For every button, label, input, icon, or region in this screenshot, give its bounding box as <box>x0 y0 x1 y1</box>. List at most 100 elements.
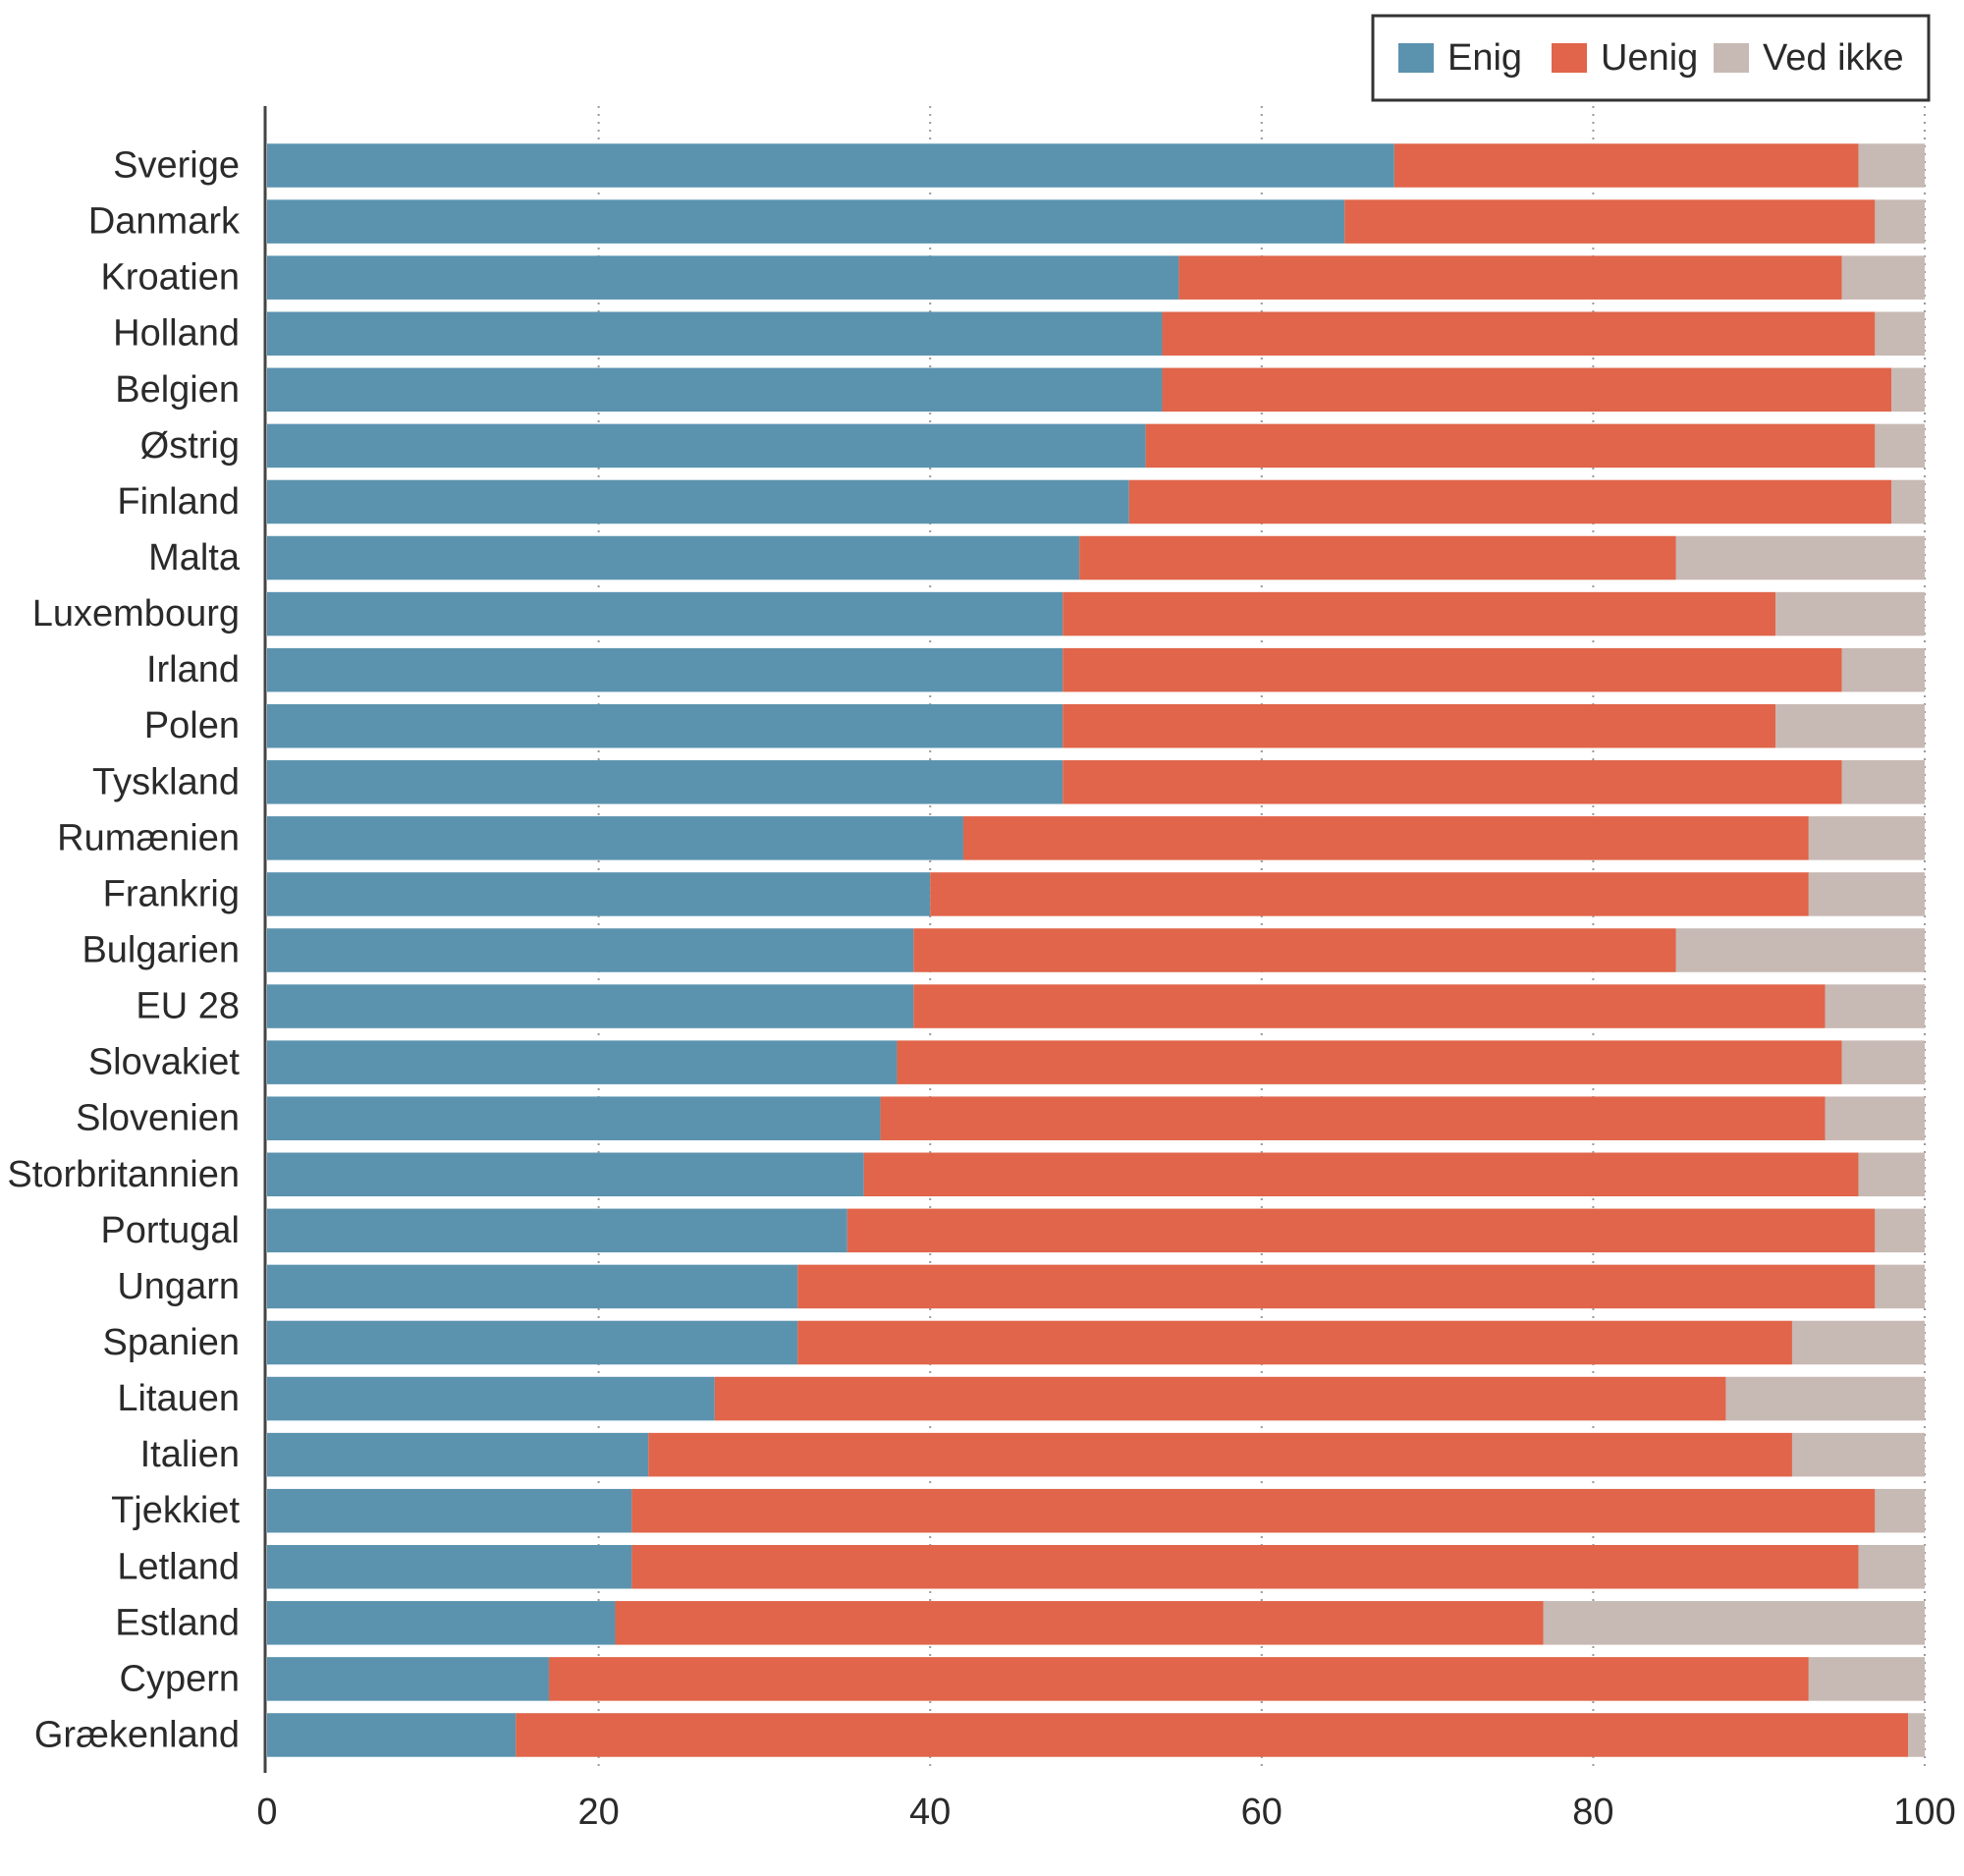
bar-rumænien-uenig <box>962 816 1809 860</box>
bar-cypern-uenig <box>548 1657 1809 1701</box>
category-labels: Sverige Danmark Kroatien Holland Belgien Østr… <box>7 145 241 1756</box>
category-label-spanien: Spanien <box>103 1322 240 1363</box>
bar-sverige-ved-ikke <box>1858 143 1925 188</box>
category-label-polen: Polen <box>144 705 240 746</box>
category-label-italien: Italien <box>140 1434 240 1475</box>
bar-slovakiet-ved-ikke <box>1841 1040 1925 1084</box>
bar-spanien-ved-ikke <box>1791 1320 1925 1365</box>
bar-polen-uenig <box>1063 703 1776 748</box>
bar-frankrig-enig <box>267 872 931 916</box>
category-label-slovakiet: Slovakiet <box>88 1042 241 1083</box>
bar-italien-uenig <box>648 1432 1792 1477</box>
category-label-finland: Finland <box>117 481 240 523</box>
bar-luxembourg-enig <box>267 591 1064 636</box>
category-label-portugal: Portugal <box>100 1210 240 1251</box>
category-label-bulgarien: Bulgarien <box>82 930 240 971</box>
category-label-eu-28: EU 28 <box>136 986 240 1027</box>
bar-danmark-ved-ikke <box>1875 199 1925 244</box>
bar-italien-enig <box>267 1432 649 1477</box>
bar-slovakiet-enig <box>267 1040 898 1084</box>
category-label-cypern: Cypern <box>120 1658 241 1699</box>
bar-finland-ved-ikke <box>1891 479 1925 524</box>
bar-slovenien-uenig <box>880 1096 1826 1140</box>
category-label-letland: Letland <box>117 1546 240 1587</box>
x-tick-label-0: 0 <box>256 1792 277 1833</box>
bar-holland-enig <box>267 311 1163 356</box>
bar-grækenland-enig <box>267 1713 517 1757</box>
bar-malta-ved-ikke <box>1675 535 1925 580</box>
bar-polen-ved-ikke <box>1775 703 1925 748</box>
bar-kroatien-uenig <box>1178 255 1842 300</box>
bar-estland-uenig <box>615 1601 1544 1645</box>
bar-sverige-enig <box>267 143 1394 188</box>
category-label-estland: Estland <box>115 1602 240 1643</box>
bar-østrig-enig <box>267 423 1146 469</box>
category-label-tjekkiet: Tjekkiet <box>111 1490 240 1531</box>
x-tick-label-100: 100 <box>1893 1792 1955 1833</box>
bar-tjekkiet-ved-ikke <box>1875 1488 1925 1533</box>
category-label-frankrig: Frankrig <box>103 873 240 914</box>
bar-storbritannien-ved-ikke <box>1858 1152 1925 1197</box>
bar-polen-enig <box>267 703 1064 748</box>
legend-swatch-enig <box>1398 43 1434 73</box>
bar-belgien-uenig <box>1162 367 1892 413</box>
bar-tyskland-ved-ikke <box>1841 760 1925 804</box>
bar-tjekkiet-uenig <box>631 1488 1876 1533</box>
bar-cypern-ved-ikke <box>1808 1657 1925 1701</box>
bar-spanien-enig <box>267 1320 798 1365</box>
bar-letland-uenig <box>631 1545 1859 1589</box>
x-tick-labels: 0 20 40 60 80 100 <box>256 1792 1955 1833</box>
category-label-belgien: Belgien <box>115 369 240 411</box>
category-label-luxembourg: Luxembourg <box>32 593 240 635</box>
bar-storbritannien-enig <box>267 1152 864 1197</box>
bar-litauen-uenig <box>714 1376 1726 1421</box>
legend-swatch-ved-ikke <box>1714 43 1749 73</box>
bar-grækenland-ved-ikke <box>1908 1713 1925 1757</box>
bar-holland-uenig <box>1162 311 1876 356</box>
bar-estland-enig <box>267 1601 616 1645</box>
bar-portugal-uenig <box>846 1208 1876 1253</box>
bar-kroatien-enig <box>267 255 1179 300</box>
bar-holland-ved-ikke <box>1875 311 1925 356</box>
x-tick-label-60: 60 <box>1241 1792 1282 1833</box>
bar-slovenien-enig <box>267 1096 881 1140</box>
bar-eu-28-uenig <box>913 984 1826 1028</box>
bar-portugal-enig <box>267 1208 847 1253</box>
bar-cypern-enig <box>267 1657 549 1701</box>
bar-sverige-uenig <box>1393 143 1859 188</box>
bar-luxembourg-ved-ikke <box>1775 591 1925 636</box>
bar-frankrig-uenig <box>930 872 1809 916</box>
category-label-holland: Holland <box>113 313 240 355</box>
legend-box <box>1371 14 1931 102</box>
bar-ungarn-ved-ikke <box>1875 1264 1925 1309</box>
bar-rumænien-ved-ikke <box>1808 816 1925 860</box>
legend-swatch-uenig <box>1552 43 1587 73</box>
bar-letland-ved-ikke <box>1858 1545 1925 1589</box>
category-label-tyskland: Tyskland <box>92 761 240 802</box>
bar-portugal-ved-ikke <box>1875 1208 1925 1253</box>
bar-kroatien-ved-ikke <box>1841 255 1925 300</box>
bar-spanien-uenig <box>797 1320 1792 1365</box>
category-label-kroatien: Kroatien <box>100 257 240 299</box>
bar-malta-uenig <box>1079 535 1676 580</box>
bar-estland-ved-ikke <box>1543 1601 1925 1645</box>
bar-malta-enig <box>267 535 1080 580</box>
bar-litauen-ved-ikke <box>1725 1376 1925 1421</box>
category-label-litauen: Litauen <box>117 1378 240 1419</box>
bar-tyskland-enig <box>267 760 1064 804</box>
bar-østrig-uenig <box>1145 423 1876 469</box>
bar-bulgarien-ved-ikke <box>1675 928 1925 972</box>
bar-irland-uenig <box>1063 647 1842 692</box>
category-label-ungarn: Ungarn <box>117 1266 240 1307</box>
bar-belgien-ved-ikke <box>1891 367 1925 413</box>
bar-slovenien-ved-ikke <box>1825 1096 1925 1140</box>
bar-eu-28-ved-ikke <box>1825 984 1925 1028</box>
bar-bulgarien-uenig <box>913 928 1676 972</box>
category-label-rumænien: Rumænien <box>57 817 240 858</box>
legend-label-enig: Enig <box>1447 37 1522 79</box>
category-label-slovenien: Slovenien <box>76 1098 240 1139</box>
bar-irland-ved-ikke <box>1841 647 1925 692</box>
category-label-grækenland: Grækenland <box>34 1714 240 1755</box>
